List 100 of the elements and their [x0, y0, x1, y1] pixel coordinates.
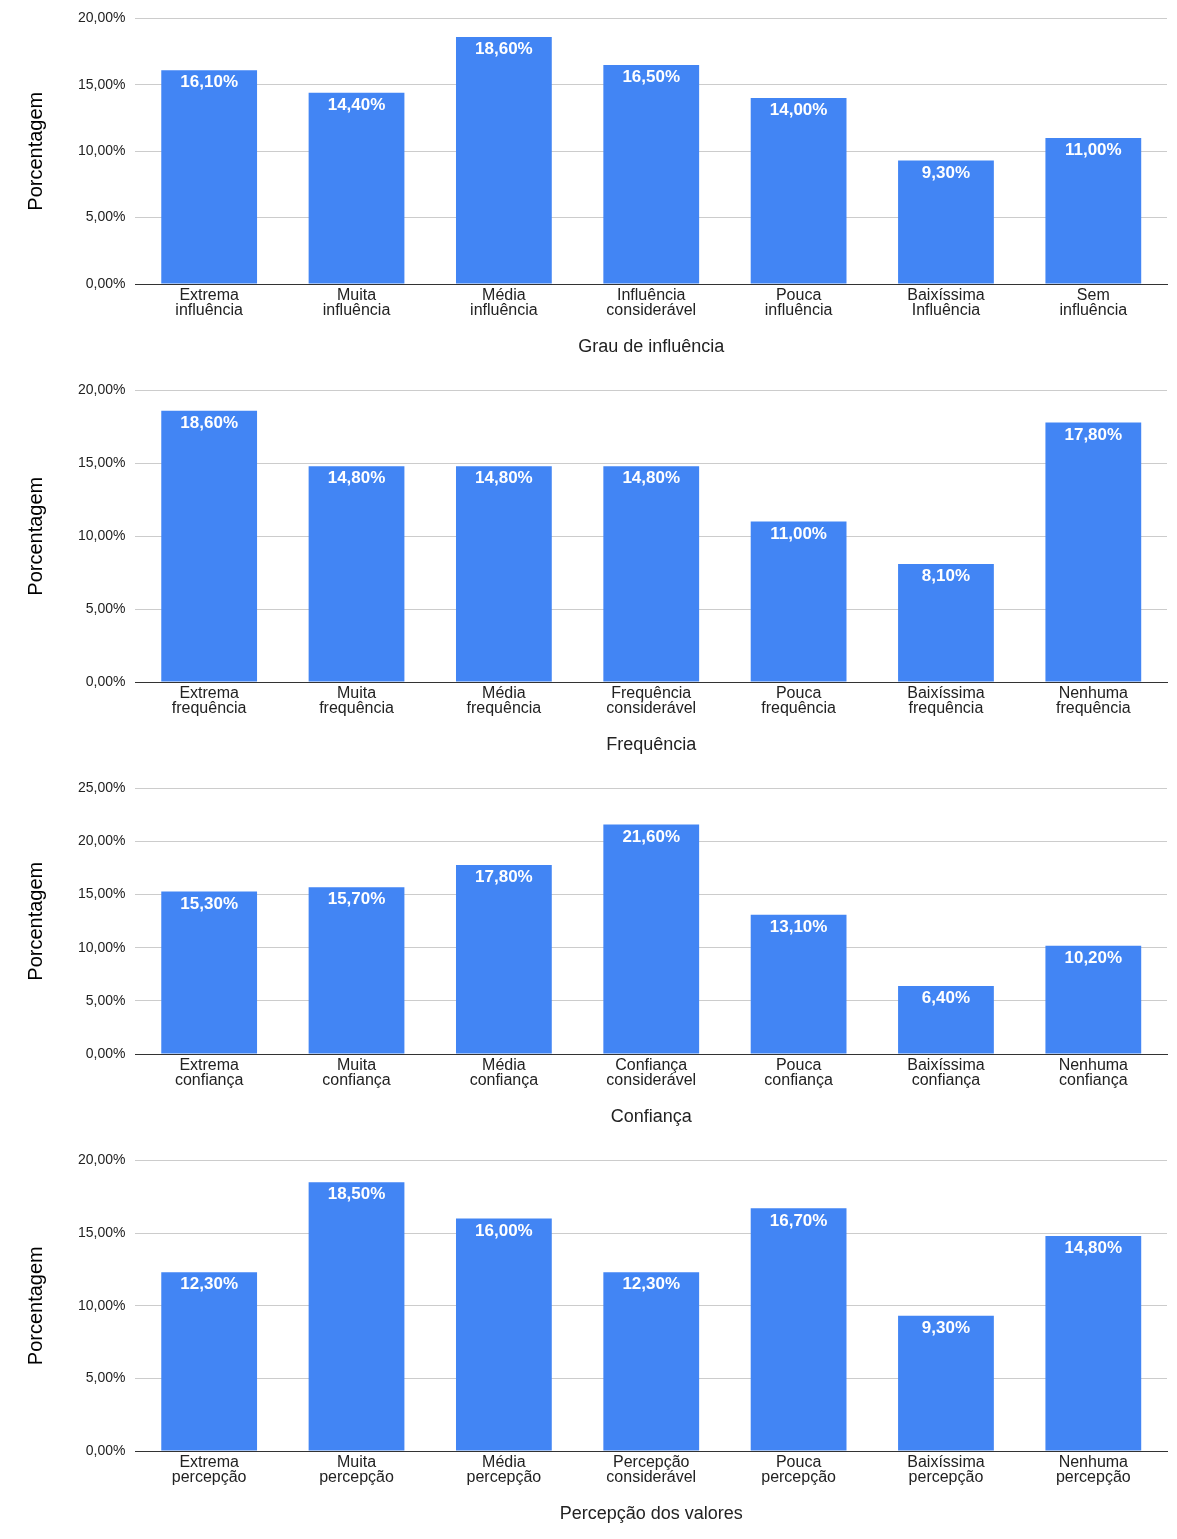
x-tick-label: Pouca confiança	[764, 1056, 833, 1089]
y-tick-label: 0,00%	[85, 672, 126, 689]
y-tick-label: 20,00%	[78, 9, 126, 26]
data-label: 14,80%	[1064, 1238, 1123, 1258]
bar	[308, 887, 405, 1054]
y-axis-title: Porcentagem	[23, 91, 46, 211]
y-tick-label: 5,00%	[85, 1369, 126, 1386]
data-label: 14,40%	[327, 94, 386, 114]
y-tick-label: 15,00%	[78, 454, 126, 471]
y-tick-label: 0,00%	[85, 1044, 126, 1061]
bar	[898, 986, 994, 1054]
bar	[308, 92, 405, 284]
bar	[603, 466, 700, 682]
data-label: 16,50%	[622, 67, 681, 87]
data-label: 8,10%	[921, 566, 971, 586]
bar	[1045, 945, 1142, 1054]
bar	[455, 466, 552, 682]
x-tick-label: Nenhuma percepção	[1055, 1453, 1131, 1486]
y-tick-label: 10,00%	[78, 527, 126, 544]
data-label: 6,40%	[921, 988, 971, 1008]
data-label: 18,60%	[180, 413, 238, 432]
y-tick-label: 10,00%	[78, 938, 126, 955]
x-tick-label: Extrema influência	[175, 286, 244, 319]
x-tick-label: Média confiança	[469, 1056, 539, 1089]
bar	[1045, 137, 1142, 284]
data-label: 12,30%	[622, 1274, 681, 1294]
x-tick-label: Pouca frequência	[761, 684, 837, 717]
y-tick-label: 10,00%	[78, 142, 126, 159]
x-tick-label: Nenhuma frequência	[1055, 684, 1131, 717]
y-tick-label: 20,00%	[78, 1151, 126, 1168]
x-tick-label: Baixíssima frequência	[907, 684, 985, 717]
data-label: 14,80%	[622, 468, 681, 488]
bar	[1045, 1235, 1142, 1451]
x-tick-label: Muita frequência	[319, 684, 394, 717]
data-label: 11,00%	[1064, 140, 1122, 160]
x-tick-label: Muita percepção	[319, 1453, 394, 1486]
bar	[1045, 422, 1142, 682]
x-tick-label: Muita confiança	[322, 1056, 391, 1089]
x-tick-label: Baixíssima percepção	[907, 1453, 985, 1486]
x-axis-title: Percepção dos valores	[559, 1503, 743, 1524]
x-tick-label: Confiança considerável	[606, 1056, 697, 1089]
data-label: 18,50%	[327, 1184, 386, 1204]
x-tick-label: Sem influência	[1059, 286, 1128, 319]
y-axis-title: Porcentagem	[23, 861, 46, 981]
data-label: 17,80%	[475, 867, 533, 887]
x-tick-label: Nenhuma confiança	[1058, 1056, 1129, 1089]
bar	[603, 64, 700, 284]
x-tick-label: Extrema frequência	[171, 684, 247, 717]
y-tick-label: 20,00%	[78, 832, 126, 849]
bar	[750, 1208, 847, 1451]
data-label: 14,80%	[475, 468, 533, 488]
bar	[898, 563, 994, 682]
bar	[603, 824, 700, 1054]
y-tick-label: 20,00%	[78, 381, 126, 398]
x-tick-label: Influência considerável	[606, 286, 697, 319]
y-tick-label: 15,00%	[78, 1223, 126, 1240]
bar	[750, 521, 847, 682]
bar	[308, 1182, 405, 1451]
y-tick-label: 10,00%	[78, 1296, 126, 1313]
data-label: 9,30%	[921, 162, 971, 182]
data-label: 17,80%	[1064, 424, 1123, 444]
x-tick-label: Pouca influência	[764, 286, 833, 319]
y-tick-label: 25,00%	[78, 779, 126, 796]
x-tick-label: Baixíssima confiança	[907, 1056, 985, 1089]
bar	[898, 1315, 994, 1451]
y-tick-label: 5,00%	[85, 208, 126, 225]
y-tick-label: 0,00%	[85, 1441, 126, 1458]
bar	[455, 36, 552, 284]
x-tick-label: Pouca percepção	[761, 1453, 837, 1486]
bar	[750, 914, 847, 1054]
x-axis-title: Confiança	[610, 1106, 693, 1127]
y-tick-label: 15,00%	[78, 885, 126, 902]
bar	[455, 864, 552, 1054]
data-label: 15,70%	[327, 889, 386, 909]
x-axis-title: Frequência	[606, 734, 698, 755]
data-label: 14,80%	[327, 468, 386, 488]
y-axis-title: Porcentagem	[23, 476, 46, 596]
y-tick-label: 0,00%	[85, 274, 126, 291]
data-label: 14,00%	[769, 100, 828, 120]
data-label: 16,10%	[180, 72, 238, 92]
bar	[161, 891, 258, 1054]
x-tick-label: Média frequência	[466, 684, 542, 717]
data-label: 9,30%	[921, 1318, 971, 1338]
data-label: 21,60%	[622, 826, 681, 846]
x-tick-label: Muita influência	[322, 286, 391, 319]
x-tick-label: Extrema percepção	[171, 1453, 247, 1486]
data-label: 16,00%	[475, 1220, 533, 1240]
data-label: 15,30%	[180, 893, 238, 913]
x-tick-label: Baixíssima Influência	[907, 286, 985, 319]
data-label: 12,30%	[180, 1274, 238, 1294]
x-tick-label: Média percepção	[466, 1453, 542, 1486]
bar	[161, 410, 258, 682]
bar	[161, 1272, 258, 1451]
bar	[898, 160, 994, 284]
data-label: 16,70%	[769, 1210, 828, 1230]
x-tick-label: Percepção considerável	[606, 1453, 697, 1486]
x-tick-label: Frequência considerável	[606, 684, 697, 717]
bar	[308, 466, 405, 682]
bar	[455, 1218, 552, 1451]
y-tick-label: 5,00%	[85, 991, 126, 1008]
